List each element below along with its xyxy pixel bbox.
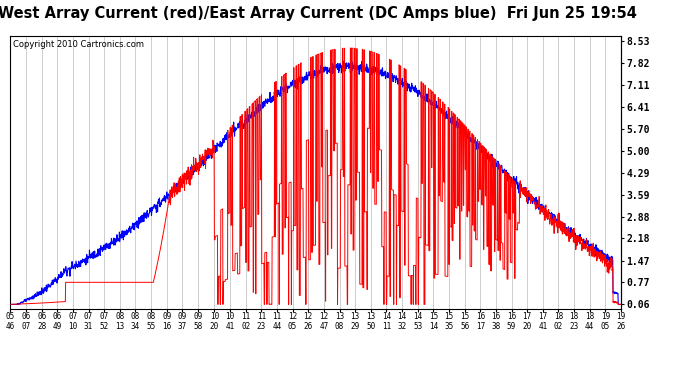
Text: Copyright 2010 Cartronics.com: Copyright 2010 Cartronics.com: [13, 40, 144, 49]
Text: West Array Current (red)/East Array Current (DC Amps blue)  Fri Jun 25 19:54: West Array Current (red)/East Array Curr…: [0, 6, 637, 21]
